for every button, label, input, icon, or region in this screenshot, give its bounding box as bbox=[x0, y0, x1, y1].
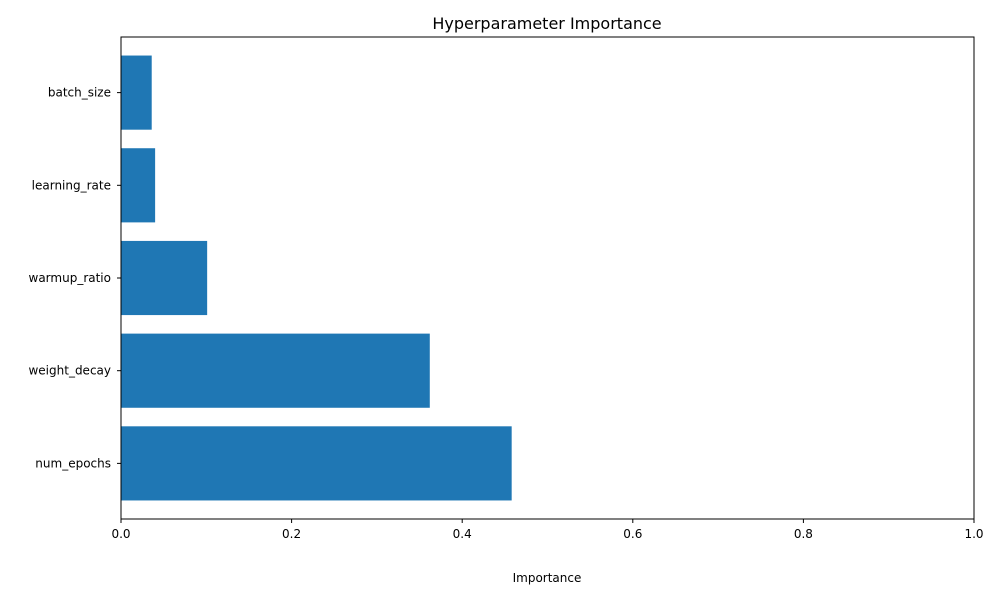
bar-learning_rate bbox=[121, 148, 156, 223]
x-tick-label: 1.0 bbox=[964, 527, 983, 541]
y-axis-ticks: num_epochs weight_decay warmup_ratio learni… bbox=[28, 86, 121, 470]
bar-weight_decay bbox=[121, 333, 430, 408]
x-axis-label: Importance bbox=[513, 571, 582, 585]
x-tick-label: 0.8 bbox=[794, 527, 813, 541]
bars-group bbox=[121, 55, 512, 501]
bar-batch_size bbox=[121, 55, 152, 130]
y-tick-label: batch_size bbox=[48, 86, 111, 100]
x-tick-label: 0.2 bbox=[282, 527, 301, 541]
y-tick-label: learning_rate bbox=[32, 178, 111, 192]
x-tick-label: 0.4 bbox=[453, 527, 472, 541]
x-tick-label: 0.0 bbox=[111, 527, 130, 541]
y-tick-label: weight_decay bbox=[28, 364, 111, 378]
x-axis-ticks: 0.0 0.2 0.4 0.6 0.8 1.0 bbox=[111, 519, 984, 541]
y-tick-label: num_epochs bbox=[35, 456, 111, 470]
bar-num_epochs bbox=[121, 426, 512, 501]
chart-title: Hyperparameter Importance bbox=[432, 14, 661, 33]
x-tick-label: 0.6 bbox=[623, 527, 642, 541]
bar-warmup_ratio bbox=[121, 240, 208, 316]
plot-frame bbox=[120, 36, 975, 520]
y-tick-label: warmup_ratio bbox=[29, 271, 111, 285]
